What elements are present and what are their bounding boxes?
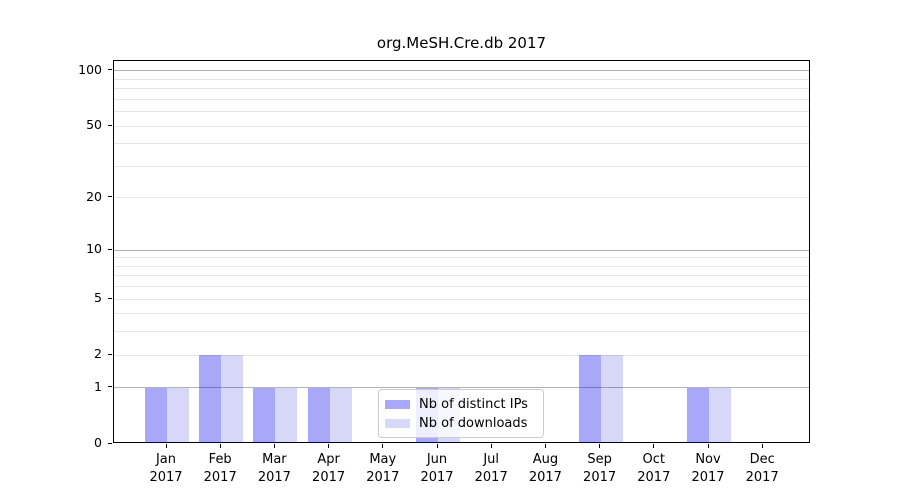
legend-label: Nb of downloads xyxy=(419,415,528,431)
legend-item-distinct-ips: Nb of distinct IPs xyxy=(385,397,535,412)
y-tick-label-10: 10 xyxy=(86,241,102,257)
y-tick-label-100: 100 xyxy=(78,61,102,77)
x-tick-mark-5 xyxy=(436,444,438,448)
x-tick-label-5: Jun 2017 xyxy=(420,452,454,485)
gridline-y-4 xyxy=(114,313,809,315)
bar-distinct-ips-apr xyxy=(307,387,330,443)
bar-downloads-mar xyxy=(275,387,298,443)
x-tick-label-6: Jul 2017 xyxy=(474,452,508,485)
bar-downloads-nov xyxy=(709,387,731,443)
gridline-y-5 xyxy=(114,298,809,300)
gridline-y-40 xyxy=(114,143,809,145)
gridline-y-1 xyxy=(114,387,809,389)
legend-item-downloads: Nb of downloads xyxy=(385,416,535,431)
x-tick-label-2: Mar 2017 xyxy=(257,452,291,485)
gridline-y-2 xyxy=(114,354,809,356)
gridline-y-9 xyxy=(114,257,809,259)
y-tick-mark-50 xyxy=(108,124,112,126)
x-tick-mark-4 xyxy=(382,444,384,448)
gridline-y-3 xyxy=(114,331,809,333)
y-tick-mark-0 xyxy=(108,442,112,444)
y-tick-mark-10 xyxy=(108,248,112,250)
gridline-y-8 xyxy=(114,265,809,267)
y-tick-label-0: 0 xyxy=(94,435,102,450)
gridline-y-70 xyxy=(114,98,809,100)
legend-swatch-downloads xyxy=(385,418,410,428)
bar-distinct-ips-jan xyxy=(145,387,167,443)
x-tick-label-3: Apr 2017 xyxy=(312,452,346,485)
bar-distinct-ips-mar xyxy=(253,387,276,443)
chart-title: org.MeSH.Cre.db 2017 xyxy=(376,34,547,52)
x-tick-label-11: Dec 2017 xyxy=(745,452,779,485)
gridline-y-80 xyxy=(114,88,809,90)
x-tick-mark-6 xyxy=(490,444,492,448)
y-tick-label-50: 50 xyxy=(86,117,102,132)
gridline-y-100 xyxy=(114,70,809,72)
plot-area xyxy=(113,60,810,443)
bar-downloads-jan xyxy=(167,387,189,443)
bar-distinct-ips-nov xyxy=(687,387,709,443)
bar-downloads-feb xyxy=(221,355,244,443)
x-tick-mark-2 xyxy=(273,444,275,448)
gridline-y-7 xyxy=(114,275,809,277)
x-tick-label-9: Oct 2017 xyxy=(637,452,671,485)
y-tick-mark-20 xyxy=(108,196,112,198)
x-tick-mark-3 xyxy=(328,444,330,448)
y-tick-mark-2 xyxy=(108,353,112,355)
gridline-y-30 xyxy=(114,165,809,167)
gridline-y-60 xyxy=(114,111,809,113)
x-tick-label-10: Nov 2017 xyxy=(691,452,725,485)
x-tick-label-4: May 2017 xyxy=(366,452,400,485)
x-tick-mark-8 xyxy=(599,444,601,448)
y-tick-label-5: 5 xyxy=(94,290,102,306)
y-tick-mark-100 xyxy=(108,69,112,71)
x-tick-label-0: Jan 2017 xyxy=(149,452,183,485)
gridline-y-50 xyxy=(114,125,809,127)
bar-distinct-ips-sep xyxy=(578,355,601,443)
y-tick-mark-1 xyxy=(108,386,112,388)
y-tick-label-2: 2 xyxy=(94,346,102,362)
x-tick-label-7: Aug 2017 xyxy=(528,452,562,485)
gridline-y-10 xyxy=(114,249,809,251)
legend: Nb of distinct IPs Nb of downloads xyxy=(378,389,544,438)
gridline-y-90 xyxy=(114,78,809,80)
y-tick-label-20: 20 xyxy=(86,188,102,204)
x-tick-mark-9 xyxy=(653,444,655,448)
legend-swatch-distinct-ips xyxy=(385,399,410,409)
x-tick-mark-11 xyxy=(761,444,763,448)
bar-downloads-sep xyxy=(600,355,623,443)
x-tick-label-8: Sep 2017 xyxy=(583,452,617,485)
gridline-y-20 xyxy=(114,197,809,199)
x-tick-mark-7 xyxy=(544,444,546,448)
bar-distinct-ips-feb xyxy=(199,355,222,443)
bar-downloads-apr xyxy=(329,387,352,443)
x-tick-mark-10 xyxy=(707,444,709,448)
x-tick-label-1: Feb 2017 xyxy=(203,452,237,485)
x-tick-mark-0 xyxy=(165,444,167,448)
y-tick-mark-5 xyxy=(108,297,112,299)
legend-label: Nb of distinct IPs xyxy=(419,396,528,412)
y-tick-label-1: 1 xyxy=(94,378,102,394)
x-tick-mark-1 xyxy=(219,444,221,448)
gridline-y-6 xyxy=(114,286,809,288)
